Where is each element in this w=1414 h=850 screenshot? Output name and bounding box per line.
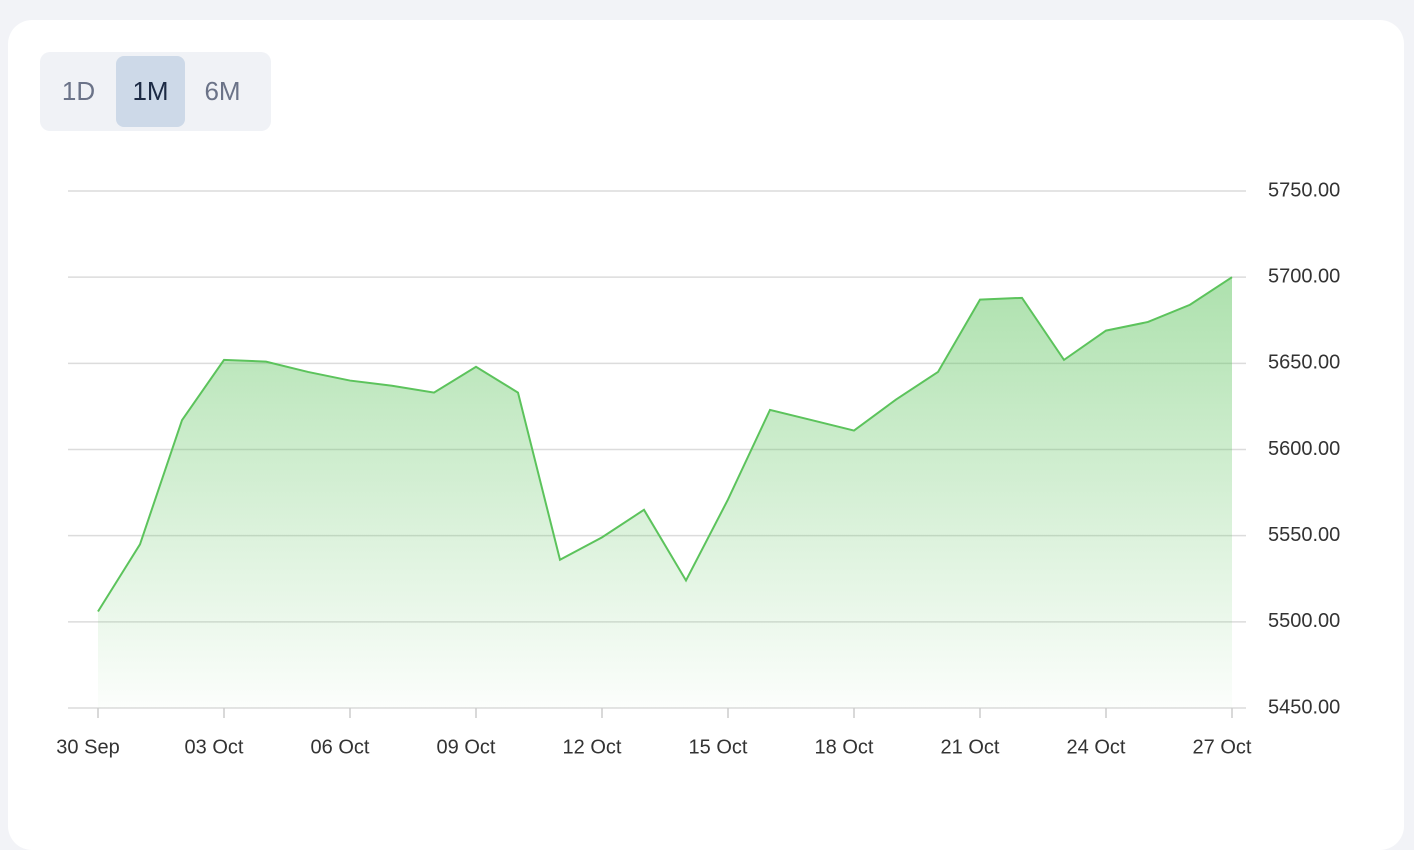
x-tick-label: 24 Oct [1067, 736, 1126, 758]
line [97, 276, 1233, 613]
x-tick-label: 21 Oct [941, 736, 1000, 758]
x-tick-label: 15 Oct [689, 736, 748, 758]
x-tick-label: 03 Oct [185, 736, 244, 758]
y-tick-label: 5450.00 [1268, 696, 1340, 718]
y-tick-label: 5700.00 [1268, 265, 1340, 287]
x-tick-label: 18 Oct [815, 736, 874, 758]
x-tick-label: 12 Oct [563, 736, 622, 758]
y-tick-label: 5550.00 [1268, 524, 1340, 546]
range-button[interactable]: 6M [204, 76, 241, 106]
x-tick-label: 30 Sep [56, 736, 119, 758]
range-button[interactable]: 1M [116, 56, 185, 127]
range-selector: 1D 1M 6M [40, 52, 271, 131]
range-button[interactable]: 1D [61, 76, 96, 106]
x-tick-label: 27 Oct [1193, 736, 1252, 758]
y-tick-label: 5600.00 [1268, 438, 1340, 460]
y-tick-label: 5750.00 [1268, 179, 1340, 201]
area [98, 277, 1232, 708]
y-tick-label: 5500.00 [1268, 610, 1340, 632]
x-tick-label: 06 Oct [311, 736, 370, 758]
x-tick-label: 09 Oct [437, 736, 496, 758]
y-tick-label: 5650.00 [1268, 352, 1340, 374]
